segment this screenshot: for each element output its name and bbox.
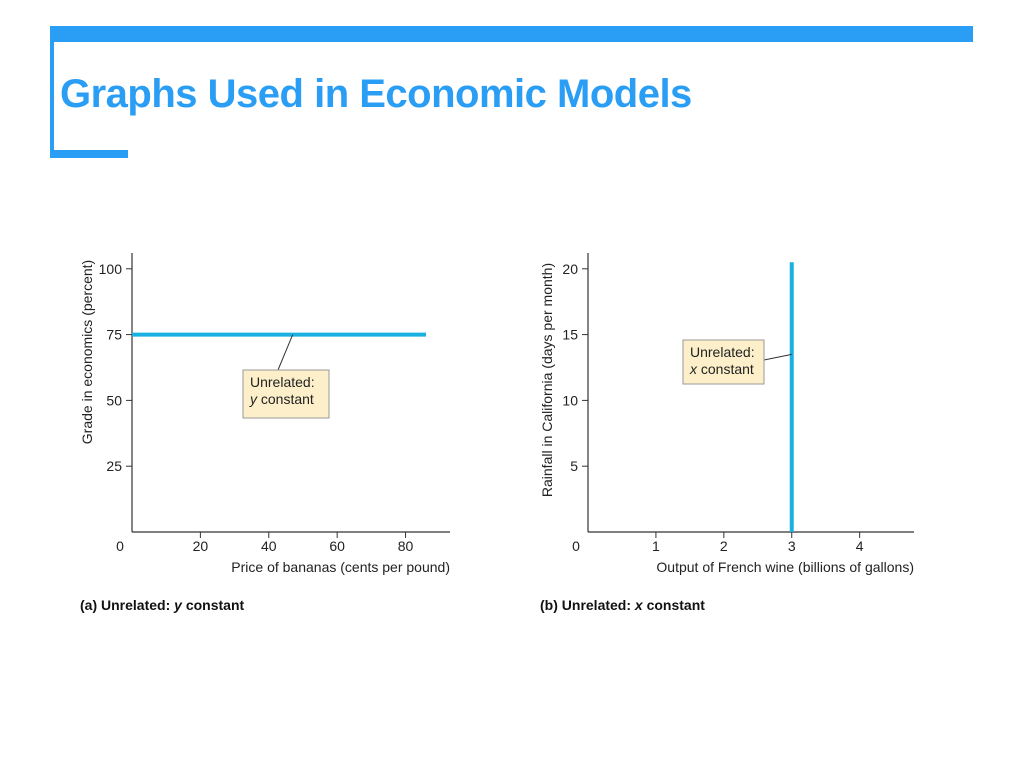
x-tick-label: 3 [788, 538, 796, 554]
y-tick-label: 75 [106, 327, 122, 343]
annotation-box [682, 339, 765, 385]
title-accent-bar-left [50, 26, 54, 158]
annotation-pointer [763, 353, 792, 361]
annotation-box [242, 369, 330, 419]
y-tick-label: 15 [562, 327, 578, 343]
annotation-pointer [277, 334, 294, 371]
x-tick-label: 80 [398, 538, 414, 554]
y-tick-label: 5 [570, 458, 578, 474]
annotation-text: Unrelated: [690, 344, 755, 360]
x-tick-label: 2 [720, 538, 728, 554]
y-tick-label: 50 [106, 392, 122, 408]
origin-label: 0 [116, 538, 124, 554]
chart-caption: (a) Unrelated: y constant [80, 597, 245, 613]
annotation-text: y constant [249, 391, 314, 407]
x-tick-label: 4 [856, 538, 864, 554]
annotation-text: Unrelated: [250, 374, 315, 390]
y-tick-label: 25 [106, 458, 122, 474]
x-axis-label: Output of French wine (billions of gallo… [656, 559, 914, 575]
chart-b: 0 5 10 15 20 1 2 3 4 Output of French wine (billi… [539, 253, 914, 613]
slide-title: Graphs Used in Economic Models [60, 72, 692, 116]
origin-label: 0 [572, 538, 580, 554]
x-tick-label: 60 [329, 538, 345, 554]
x-axis-label: Price of bananas (cents per pound) [231, 559, 450, 575]
y-tick-label: 20 [562, 261, 578, 277]
y-tick-label: 100 [99, 261, 123, 277]
x-tick-label: 40 [261, 538, 277, 554]
y-axis-label: Rainfall in California (days per month) [539, 263, 555, 497]
title-accent-bar-top [50, 26, 973, 42]
y-tick-label: 10 [562, 392, 578, 408]
y-axis-label: Grade in economics (percent) [79, 260, 95, 444]
chart-caption: (b) Unrelated: x constant [540, 597, 705, 613]
chart-a: 0 25 50 75 100 20 40 60 80 Price of bananas (cent… [79, 253, 450, 613]
x-tick-label: 1 [652, 538, 660, 554]
title-accent-bar-bottom [50, 150, 128, 158]
x-tick-label: 20 [193, 538, 209, 554]
annotation-text: x constant [689, 361, 754, 377]
